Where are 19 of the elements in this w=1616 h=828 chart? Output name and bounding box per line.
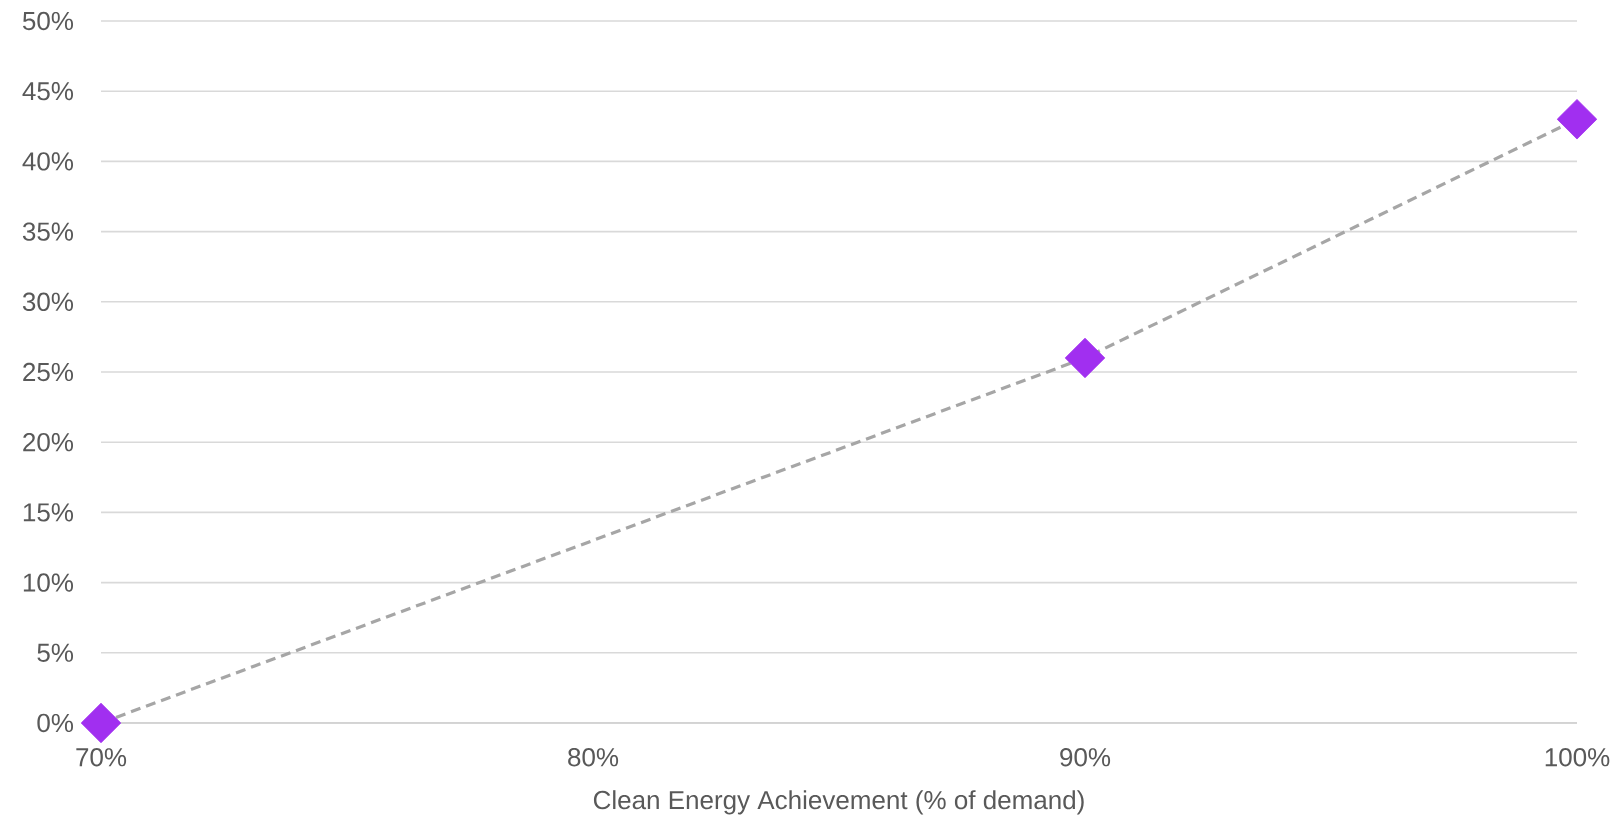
x-tick-label: 90% xyxy=(1060,748,1111,767)
point xyxy=(80,702,122,744)
y-tick-label: 20% xyxy=(23,432,74,452)
y-tick-label: 5% xyxy=(37,643,74,662)
x-tick-label: 70% xyxy=(76,748,127,767)
y-tick-label: 50% xyxy=(22,11,74,31)
y-tick-label: 45% xyxy=(22,82,74,101)
x-tick-label: 80% xyxy=(568,748,619,767)
point xyxy=(1064,337,1106,379)
y-tick-label: 10% xyxy=(23,573,74,592)
point xyxy=(1556,99,1598,140)
y-tick-label: 40% xyxy=(22,152,74,171)
x-tick-label: 100% xyxy=(1545,748,1610,767)
x-axis-title: Clean Energy Achievement (% of demand) xyxy=(593,790,1084,815)
y-tick-label: 15% xyxy=(23,503,74,522)
y-tick-label: 30% xyxy=(22,292,74,311)
y-tick-label: 35% xyxy=(22,222,74,241)
y-tick-label: 0% xyxy=(37,713,74,733)
y-tick-label: 25% xyxy=(23,362,74,382)
